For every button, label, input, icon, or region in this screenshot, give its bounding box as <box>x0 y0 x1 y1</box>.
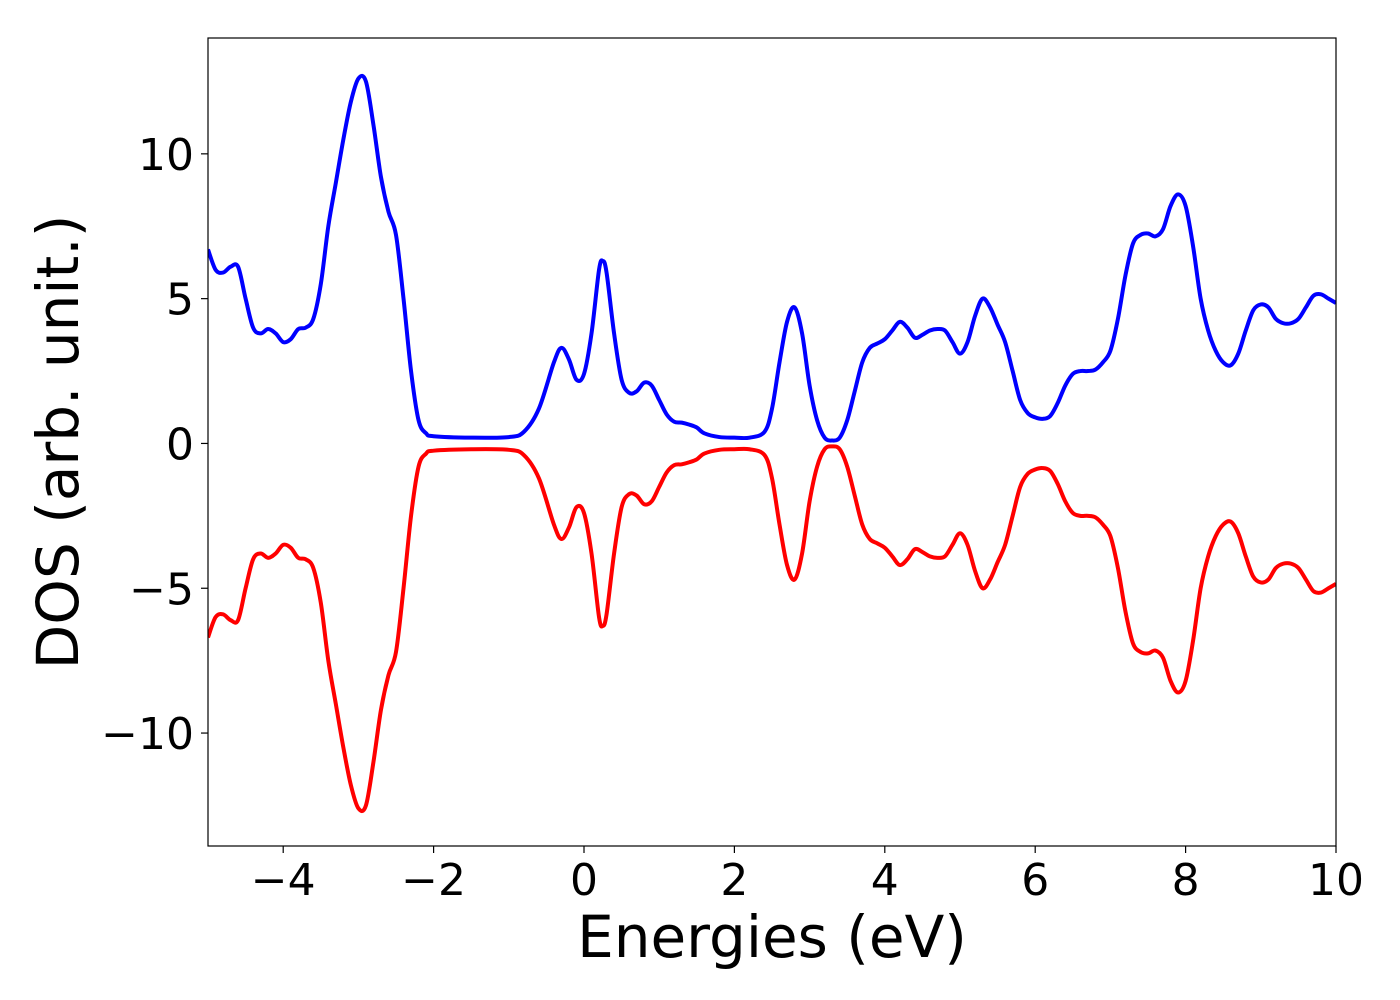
x-tick-label: 6 <box>1021 855 1049 906</box>
series-line-2 <box>208 444 1336 814</box>
x-tick-label: 2 <box>720 855 748 906</box>
x-tick-label: 10 <box>1308 855 1364 906</box>
y-tick-label: 5 <box>166 275 194 326</box>
x-tick-label: 0 <box>570 855 598 906</box>
y-tick-label: −5 <box>129 564 194 615</box>
series-layer <box>208 73 1336 814</box>
series-line-1 <box>208 73 1336 443</box>
x-tick-label: 4 <box>871 855 899 906</box>
x-tick-label: −4 <box>251 855 316 906</box>
y-tick-label: 10 <box>138 130 194 181</box>
x-axis: −4 −2 0 2 4 6 8 10 <box>251 846 1364 906</box>
y-axis-title: DOS (arb. unit.) <box>24 215 92 670</box>
y-axis: −10 −5 0 5 10 <box>101 130 208 760</box>
x-tick-label: 8 <box>1172 855 1200 906</box>
plot-frame <box>207 37 1337 847</box>
x-tick-label: −2 <box>401 855 466 906</box>
y-tick-label: 0 <box>166 419 194 470</box>
y-tick-label: −10 <box>101 709 194 760</box>
x-axis-title: Energies (eV) <box>577 903 967 971</box>
